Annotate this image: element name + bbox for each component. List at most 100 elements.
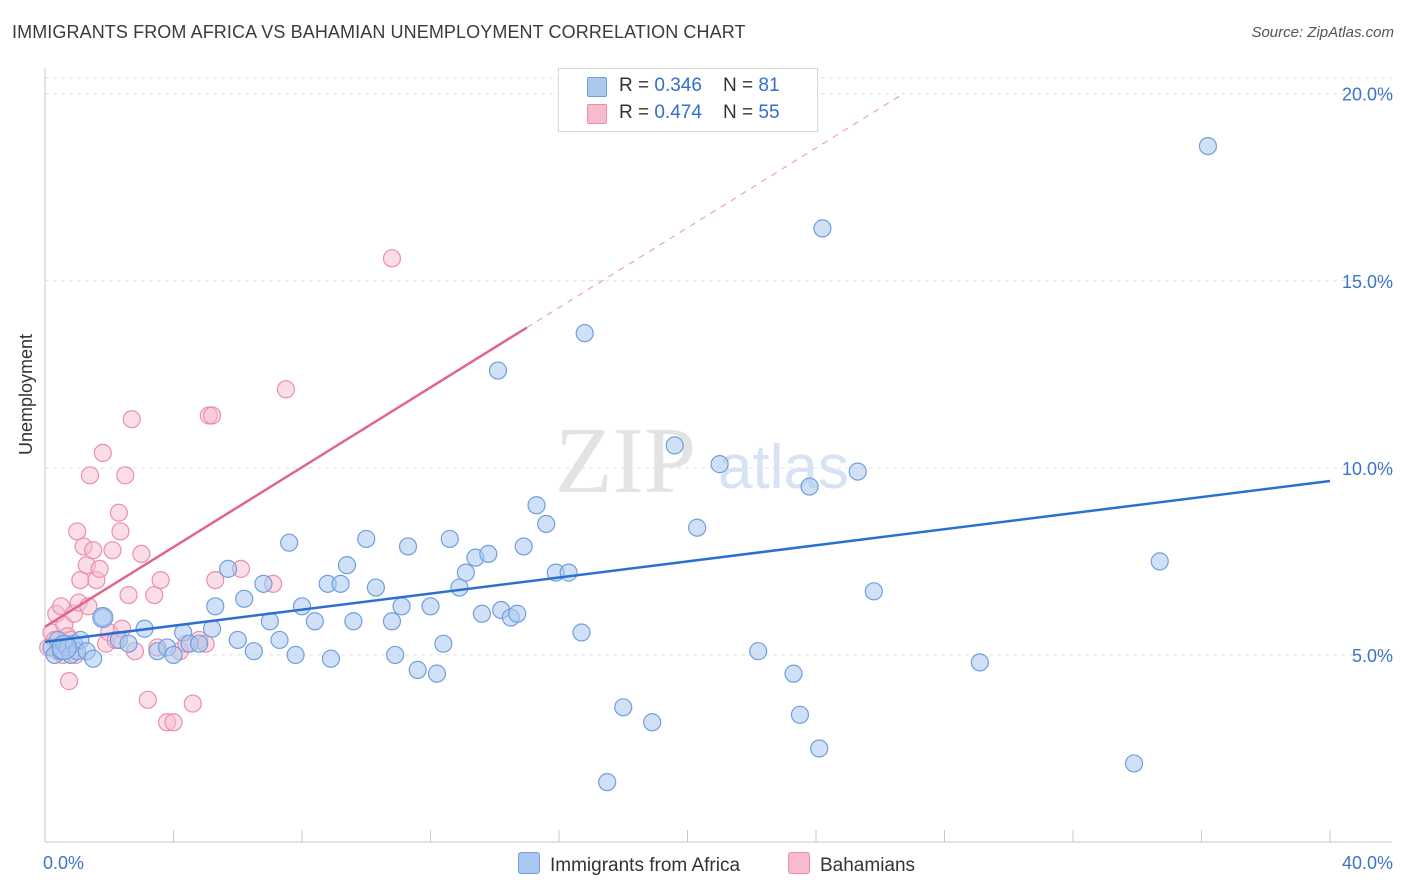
africa-point [614, 698, 633, 717]
bahamians-point [93, 443, 112, 462]
africa-point [164, 645, 183, 665]
africa-point [190, 634, 209, 653]
africa-point [848, 462, 867, 481]
africa-point [427, 664, 447, 683]
chart-title: IMMIGRANTS FROM AFRICA VS BAHAMIAN UNEMP… [12, 22, 746, 42]
africa-point [270, 630, 289, 650]
bahamians-point [109, 503, 128, 522]
legend-r-label: R = [619, 102, 655, 123]
africa-point [244, 642, 263, 661]
africa-point [119, 634, 138, 653]
bottom-legend-swatch-pink [788, 852, 810, 874]
africa-point [575, 324, 594, 343]
bahamians-point [103, 541, 122, 560]
bahamians-point [164, 713, 183, 732]
africa-point [450, 578, 469, 597]
y-axis-label: Unemployment [16, 333, 36, 455]
africa-point [790, 705, 810, 724]
africa-point [1198, 136, 1218, 156]
bahamians-trend-line [44, 326, 528, 628]
africa-point [508, 604, 527, 623]
africa-point [456, 563, 475, 582]
bahamians-point [132, 544, 151, 564]
legend-swatch-pink [587, 104, 607, 124]
bahamians-point [59, 672, 79, 691]
africa-point [286, 645, 305, 665]
africa-point [206, 597, 225, 616]
africa-point [92, 606, 114, 629]
bottom-legend-bahamians: Bahamians [788, 852, 915, 877]
x-tick-label: 40.0% [1342, 853, 1393, 873]
watermark: ZIP atlas [555, 409, 849, 513]
legend-n-value: 55 [758, 102, 780, 123]
bahamians-point [382, 249, 402, 268]
africa-point [800, 477, 819, 496]
legend: R = 0.346 N = 81 R = 0.474 N = 55 [558, 68, 818, 132]
africa-point [527, 496, 546, 515]
africa-point [1150, 552, 1169, 571]
bottom-legend-africa: Immigrants from Africa [518, 852, 740, 877]
africa-point [254, 574, 273, 593]
africa-point [292, 597, 312, 616]
bahamians-point [90, 559, 109, 578]
y-tick-label: 10.0% [1342, 459, 1393, 479]
y-tick-label: 5.0% [1352, 646, 1393, 666]
bahamians-point [138, 690, 157, 709]
bahamians-point [68, 522, 87, 541]
bahamians-point [145, 585, 164, 605]
africa-point [665, 436, 684, 455]
bahamians-point [276, 380, 296, 399]
bahamians-point [151, 570, 170, 590]
africa-point [472, 604, 491, 623]
africa-point [321, 649, 341, 668]
africa-point [643, 713, 662, 732]
trend-lines [44, 93, 1331, 644]
svg-text:ZIP: ZIP [555, 409, 696, 513]
bottom-legend-label: Bahamians [820, 855, 916, 876]
africa-point [228, 630, 247, 650]
africa-point [537, 514, 556, 534]
bahamians-point [84, 541, 103, 560]
africa-point [749, 642, 768, 661]
bottom-legend-label: Immigrants from Africa [550, 855, 741, 876]
africa-point [305, 612, 324, 631]
africa-point [421, 597, 440, 616]
bahamians-point [80, 466, 100, 485]
y-tick-label: 20.0% [1342, 85, 1393, 105]
africa-point [710, 455, 729, 474]
africa-point [344, 612, 363, 631]
africa-point [331, 574, 350, 593]
legend-n-label: N = [723, 75, 759, 96]
y-tick-label: 15.0% [1342, 272, 1393, 292]
legend-swatch-blue [587, 77, 607, 97]
legend-r-value: 0.346 [654, 75, 702, 96]
africa-point [398, 537, 418, 556]
legend-r-label: R = [619, 75, 655, 96]
africa-point [572, 623, 591, 642]
africa-point [357, 529, 376, 549]
legend-n-value: 81 [758, 75, 780, 96]
bahamians-point [206, 570, 225, 590]
africa-point [514, 537, 533, 556]
bottom-legend-swatch-blue [518, 852, 540, 874]
africa-point [366, 578, 385, 597]
africa-point [235, 589, 254, 608]
bahamians-trend-extension [526, 93, 904, 329]
africa-points [42, 136, 1218, 792]
africa-point [440, 529, 459, 549]
africa-point [392, 597, 411, 616]
legend-r-value: 0.474 [654, 102, 702, 123]
source-label: Source: ZipAtlas.com [1251, 24, 1394, 41]
africa-point [488, 361, 508, 380]
bahamians-point [122, 410, 141, 429]
bahamians-point [111, 522, 130, 541]
x-tick-label: 0.0% [43, 853, 84, 873]
africa-point [813, 219, 832, 238]
africa-point [1124, 754, 1144, 773]
bahamians-point [202, 406, 222, 425]
africa-point [280, 533, 299, 552]
africa-point [784, 664, 803, 683]
africa-point [337, 556, 357, 575]
tick-labels: 5.0% 10.0% 15.0% 20.0% 0.0% 40.0% [43, 85, 1393, 873]
